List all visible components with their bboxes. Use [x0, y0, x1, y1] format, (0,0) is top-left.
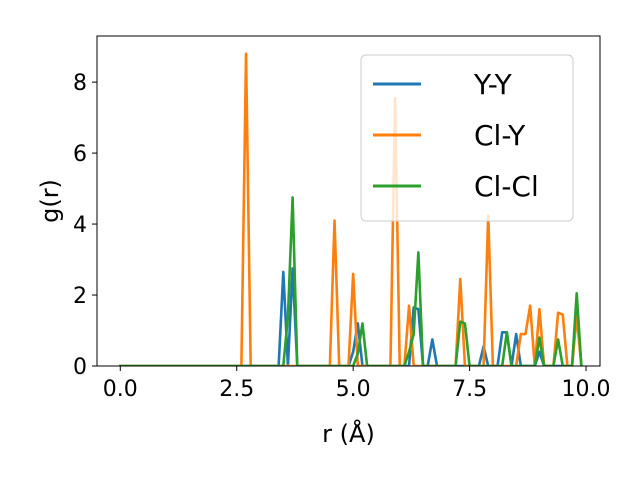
x-tick-label: 0.0	[103, 377, 138, 402]
y-axis-label: g(r)	[36, 179, 64, 223]
legend-label: Y-Y	[473, 68, 513, 101]
y-tick-label: 6	[73, 142, 87, 167]
axes-frame	[96, 35, 601, 367]
legend-label: Cl-Y	[474, 119, 526, 152]
y-tick-label: 8	[73, 71, 87, 96]
series-group	[118, 52, 583, 366]
x-tick-label: 5.0	[336, 377, 371, 402]
series-line-cl-cl	[118, 196, 583, 366]
axes: 0.0 2.5 5.0 7.5 10.0 0 2 4 6 8 r (Å) g(r)	[36, 35, 611, 448]
plot-area	[118, 52, 583, 366]
x-tick-label: 10.0	[562, 377, 611, 402]
y-tick-label: 0	[73, 355, 87, 380]
series-line-y-y	[118, 267, 583, 366]
legend: Y-Y Cl-Y Cl-Cl	[360, 54, 574, 222]
y-tick-label: 2	[73, 284, 87, 309]
x-tick-label: 7.5	[452, 377, 487, 402]
series-line-cl-y	[118, 52, 583, 366]
x-axis-label: r (Å)	[322, 419, 375, 448]
legend-label: Cl-Cl	[474, 170, 539, 203]
x-tick-label: 2.5	[219, 377, 254, 402]
y-tick-label: 4	[73, 213, 87, 238]
legend-box	[360, 54, 574, 222]
